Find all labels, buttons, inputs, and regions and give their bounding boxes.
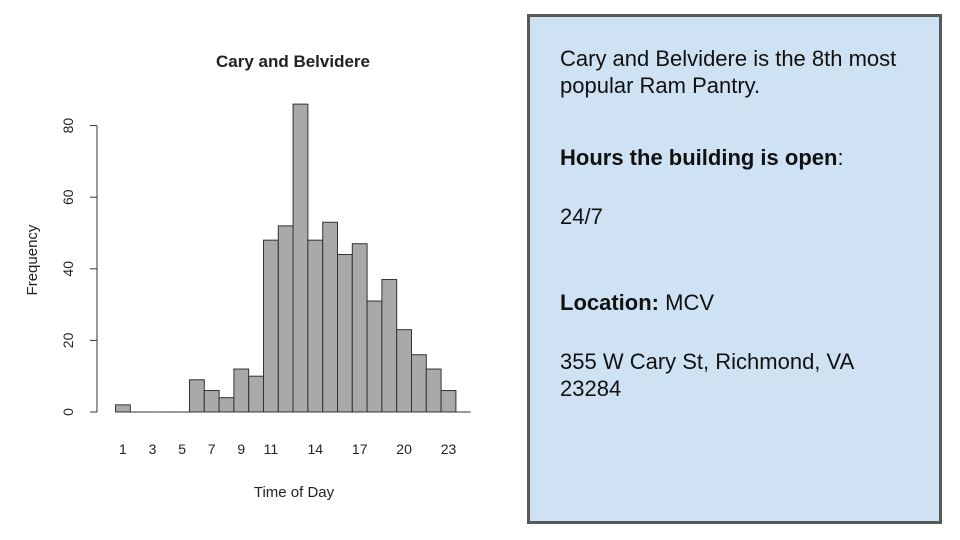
bars bbox=[115, 103, 471, 413]
x-tick-label: 23 bbox=[441, 441, 457, 457]
bar-hour-19 bbox=[381, 279, 398, 413]
y-tick-label: 0 bbox=[60, 408, 76, 416]
y-axis: 0 20 40 60 80 bbox=[60, 118, 98, 416]
bar-hour-6 bbox=[189, 379, 205, 413]
hours-colon: : bbox=[837, 145, 844, 170]
location-label: Location: bbox=[560, 290, 659, 315]
x-axis-label: Time of Day bbox=[254, 484, 335, 501]
bar-hour-16 bbox=[337, 253, 353, 413]
x-tick-label: 14 bbox=[308, 441, 324, 457]
x-tick-labels: 1 3 5 7 9 11 14 17 20 23 bbox=[119, 441, 456, 457]
x-tick-label: 7 bbox=[208, 441, 216, 457]
address: 355 W Cary St, Richmond, VA 23284 bbox=[560, 349, 854, 401]
bar-hour-13 bbox=[292, 103, 309, 413]
bar-hour-18 bbox=[366, 300, 383, 413]
y-tick-label: 20 bbox=[60, 332, 76, 348]
bar-hour-1 bbox=[115, 404, 131, 413]
chart-title: Cary and Belvidere bbox=[216, 52, 370, 71]
x-tick-label: 17 bbox=[352, 441, 368, 457]
bar-hour-12 bbox=[277, 225, 294, 413]
bar-hour-7 bbox=[203, 390, 220, 413]
bar-hour-8 bbox=[218, 397, 235, 413]
hours-value: 24/7 bbox=[560, 204, 603, 229]
hours-heading: Hours the building is open: bbox=[560, 144, 920, 171]
y-tick-label: 60 bbox=[60, 189, 76, 205]
info-panel: Cary and Belvidere is the 8th most popul… bbox=[527, 14, 942, 524]
bar-hour-17 bbox=[351, 243, 368, 413]
rank-sentence: Cary and Belvidere is the 8th most popul… bbox=[560, 46, 897, 98]
y-tick-label: 80 bbox=[60, 118, 76, 134]
x-tick-label: 11 bbox=[264, 441, 279, 457]
y-tick-label: 40 bbox=[60, 261, 76, 277]
y-axis-label: Frequency bbox=[24, 224, 41, 295]
x-tick-label: 9 bbox=[237, 441, 245, 457]
x-tick-label: 20 bbox=[396, 441, 412, 457]
bar-hour-11 bbox=[263, 239, 279, 413]
info-text: Cary and Belvidere is the 8th most popul… bbox=[560, 45, 920, 402]
bar-hour-9 bbox=[233, 368, 250, 413]
x-tick-label: 5 bbox=[178, 441, 186, 457]
histogram-chart: Cary and Belvidere Frequency Time of Day… bbox=[24, 52, 471, 501]
hours-label: Hours the building is open bbox=[560, 145, 838, 170]
bar-hour-15 bbox=[322, 221, 339, 413]
x-tick-label: 3 bbox=[149, 441, 157, 457]
bar-hour-23 bbox=[440, 390, 457, 413]
location-line: Location: MCV bbox=[560, 289, 920, 316]
bar-hour-14 bbox=[307, 239, 324, 413]
bar-hour-22 bbox=[425, 368, 442, 413]
bar-hour-21 bbox=[411, 354, 427, 413]
x-tick-label: 1 bbox=[119, 441, 127, 457]
bar-hour-20 bbox=[396, 329, 413, 413]
bar-hour-10 bbox=[248, 375, 264, 413]
location-value: MCV bbox=[659, 290, 714, 315]
